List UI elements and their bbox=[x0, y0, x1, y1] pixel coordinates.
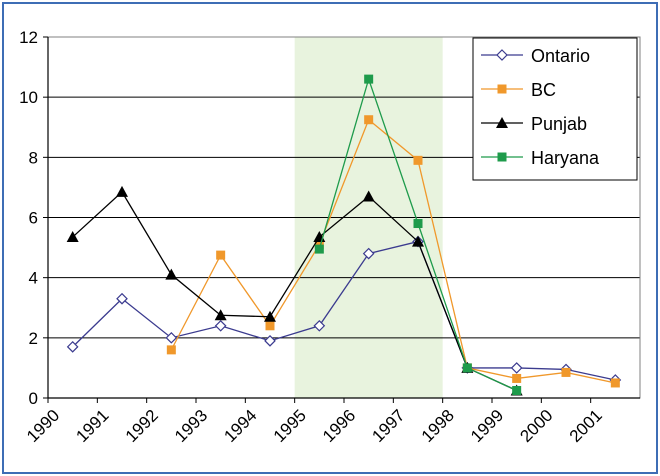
legend-item-punjab: Punjab bbox=[481, 114, 587, 134]
y-tick-label: 2 bbox=[29, 329, 38, 348]
x-tick-label: 1996 bbox=[319, 406, 359, 446]
x-tick-label: 1992 bbox=[122, 406, 162, 446]
series-line-punjab bbox=[72, 190, 517, 392]
x-tick-label: 1994 bbox=[220, 406, 260, 446]
data-point-haryana bbox=[413, 219, 423, 229]
x-tick-label: 2001 bbox=[566, 406, 606, 446]
data-point-punjab bbox=[214, 309, 227, 321]
x-tick-label: 1990 bbox=[23, 406, 63, 446]
data-point-bc bbox=[561, 367, 571, 377]
x-tick-label: 1998 bbox=[418, 406, 458, 446]
legend-item-bc: BC bbox=[481, 80, 556, 100]
data-point-punjab bbox=[66, 231, 79, 243]
legend: Ontario BC Punjab Haryana bbox=[472, 37, 638, 181]
data-point-bc bbox=[512, 373, 522, 383]
data-point-punjab bbox=[264, 310, 276, 322]
y-tick-label: 4 bbox=[29, 269, 38, 288]
series-line-ontario bbox=[72, 240, 616, 381]
x-tick-label: 1991 bbox=[72, 406, 112, 446]
legend-label-punjab: Punjab bbox=[531, 114, 587, 134]
data-point-haryana bbox=[512, 385, 522, 395]
data-point-ontario bbox=[510, 362, 523, 374]
legend-marker-punjab bbox=[496, 117, 508, 128]
data-point-ontario bbox=[313, 319, 326, 332]
legend-marker-haryana bbox=[497, 152, 507, 162]
data-point-bc bbox=[265, 321, 275, 331]
data-point-haryana bbox=[364, 74, 374, 84]
x-tick-label: 2000 bbox=[516, 406, 556, 446]
x-tick-label: 1999 bbox=[467, 406, 507, 446]
data-point-punjab bbox=[412, 235, 424, 247]
data-point-ontario bbox=[264, 334, 276, 347]
legend-marker-bc bbox=[497, 84, 507, 94]
y-tick-label: 6 bbox=[29, 209, 38, 228]
x-tick-label: 1993 bbox=[171, 406, 211, 446]
legend-item-haryana: Haryana bbox=[481, 148, 600, 168]
data-point-ontario bbox=[66, 341, 79, 353]
x-axis: 1990 1991 1992 1993 1994 1995 1996 1997 1998 1999… bbox=[23, 397, 640, 446]
data-point-haryana bbox=[314, 244, 324, 254]
legend-label-haryana: Haryana bbox=[531, 148, 600, 168]
data-point-bc bbox=[216, 250, 226, 260]
series-line-bc bbox=[170, 118, 616, 384]
legend-label-ontario: Ontario bbox=[531, 46, 590, 66]
series-bc bbox=[166, 115, 620, 388]
data-point-bc bbox=[166, 345, 176, 355]
data-point-bc bbox=[413, 155, 423, 165]
y-tick-label: 12 bbox=[19, 28, 38, 47]
data-point-haryana bbox=[462, 363, 472, 373]
x-tick-label: 1995 bbox=[270, 406, 310, 446]
data-point-bc bbox=[314, 240, 324, 250]
legend-item-ontario: Ontario bbox=[481, 46, 590, 66]
x-tick-label: 1997 bbox=[368, 406, 408, 446]
data-point-bc bbox=[364, 115, 374, 125]
series-layer bbox=[66, 74, 622, 396]
data-point-bc bbox=[610, 378, 620, 388]
data-point-punjab bbox=[362, 190, 375, 202]
y-axis: 0 2 4 6 8 10 12 bbox=[19, 28, 49, 408]
data-point-ontario bbox=[116, 292, 128, 305]
y-tick-label: 10 bbox=[19, 88, 38, 107]
data-point-punjab bbox=[165, 268, 178, 280]
data-point-ontario bbox=[214, 319, 227, 332]
legend-marker-ontario bbox=[496, 49, 508, 61]
y-tick-label: 0 bbox=[29, 389, 38, 408]
series-haryana bbox=[314, 74, 522, 395]
data-point-punjab bbox=[116, 185, 128, 197]
legend-label-bc: BC bbox=[531, 80, 556, 100]
data-point-ontario bbox=[165, 331, 178, 344]
data-point-ontario bbox=[362, 247, 375, 260]
y-tick-label: 8 bbox=[29, 148, 38, 167]
